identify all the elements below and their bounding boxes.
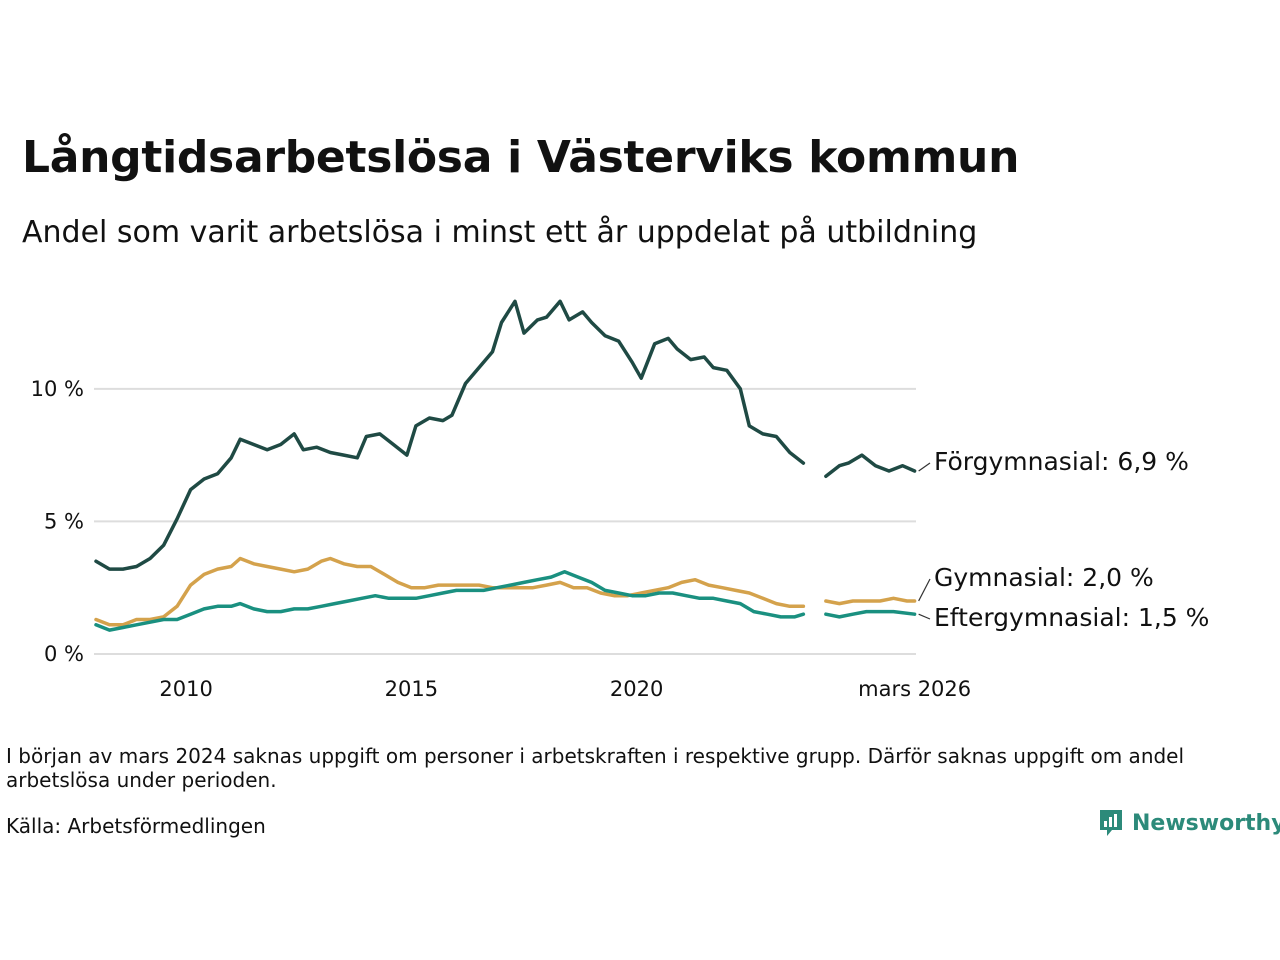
newsworthy-brand-name: Newsworthy bbox=[1132, 810, 1280, 836]
y-tick-label: 5 % bbox=[44, 509, 84, 533]
series-labels: Förgymnasial: 6,9 % Gymnasial: 2,0 % Efter… bbox=[918, 447, 1209, 632]
footnote: I början av mars 2024 saknas uppgift om … bbox=[6, 744, 1185, 792]
label-leader-gymnasial bbox=[918, 578, 931, 602]
x-tick-label: 2010 bbox=[159, 677, 212, 701]
x-tick-label: mars 2026 bbox=[858, 677, 971, 701]
y-tick-label: 0 % bbox=[44, 642, 84, 666]
y-tick-label: 10 % bbox=[31, 377, 84, 401]
series-line-gymnasial-part-2 bbox=[824, 596, 917, 606]
newsworthy-logo[interactable]: Newsworthy bbox=[1098, 808, 1280, 838]
newsworthy-logo-icon bbox=[1100, 810, 1122, 836]
label-leader-forgymnasial bbox=[918, 462, 931, 472]
x-axis: 2010 2015 2020 mars 2026 bbox=[159, 677, 971, 701]
series-label-eftergymnasial: Eftergymnasial: 1,5 % bbox=[934, 603, 1209, 632]
series-line-forgymnasial-part-2 bbox=[824, 453, 917, 479]
series-line-eftergymnasial-part-1 bbox=[94, 570, 806, 632]
chart-title: Långtidsarbetslösa i Västerviks kommun bbox=[22, 132, 1020, 183]
label-leader-eftergymnasial bbox=[918, 613, 931, 620]
grid-lines bbox=[94, 387, 916, 655]
series-label-forgymnasial: Förgymnasial: 6,9 % bbox=[934, 447, 1189, 476]
chart-subtitle: Andel som varit arbetslösa i minst ett å… bbox=[22, 215, 978, 250]
x-tick-label: 2015 bbox=[385, 677, 438, 701]
series-label-gymnasial: Gymnasial: 2,0 % bbox=[934, 563, 1154, 592]
series-line-forgymnasial-part-1 bbox=[94, 299, 806, 571]
source-note: Källa: Arbetsförmedlingen bbox=[6, 814, 266, 838]
series-line-gymnasial-part-1 bbox=[94, 556, 806, 627]
series-line-eftergymnasial-part-2 bbox=[824, 609, 917, 619]
y-axis: 0 % 5 % 10 % bbox=[31, 377, 84, 666]
x-tick-label: 2020 bbox=[610, 677, 663, 701]
series-lines bbox=[94, 299, 917, 632]
